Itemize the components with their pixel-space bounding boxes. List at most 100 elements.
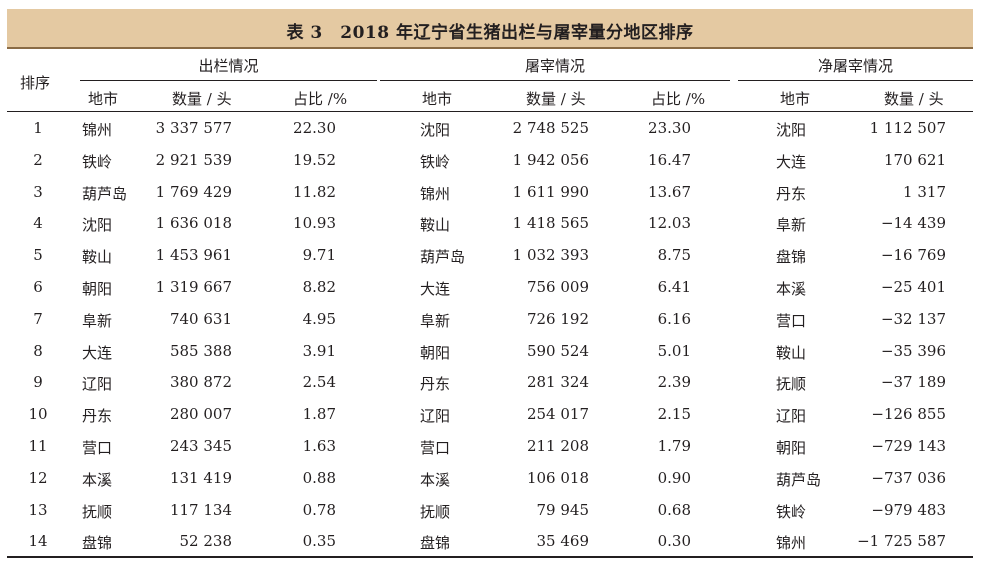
header-net-city: 地市 <box>780 90 811 108</box>
cell-sl-qty: 254 017 <box>526 405 589 423</box>
cell-sl-qty: 1 942 056 <box>512 151 589 169</box>
cell-out-share: 0.88 <box>302 469 336 487</box>
cell-sl-city: 铁岭 <box>420 153 451 171</box>
cell-rank: 8 <box>33 342 43 360</box>
cell-net-qty: −126 855 <box>871 405 946 423</box>
cell-net-city: 本溪 <box>776 280 807 298</box>
cell-rank: 5 <box>33 246 43 264</box>
cell-out-city: 大连 <box>82 344 113 362</box>
cell-sl-share: 16.47 <box>648 151 691 169</box>
cell-rank: 12 <box>28 469 48 487</box>
cell-sl-city: 锦州 <box>420 185 451 203</box>
cell-sl-city: 葫芦岛 <box>420 248 466 266</box>
cell-out-qty: 243 345 <box>169 437 232 455</box>
cell-sl-qty: 726 192 <box>526 310 589 328</box>
header-net-qty: 数量 / 头 <box>884 90 944 108</box>
cell-out-city: 阜新 <box>82 312 113 330</box>
cell-sl-city: 朝阳 <box>420 344 451 362</box>
cell-out-city: 本溪 <box>82 471 113 489</box>
cell-net-city: 朝阳 <box>776 439 807 457</box>
cell-sl-qty: 106 018 <box>526 469 589 487</box>
cell-out-city: 朝阳 <box>82 280 113 298</box>
cell-net-city: 丹东 <box>776 185 807 203</box>
cell-net-qty: −16 769 <box>880 246 946 264</box>
cell-sl-city: 阜新 <box>420 312 451 330</box>
header-group-slaughter: 屠宰情况 <box>524 57 585 75</box>
cell-out-share: 0.78 <box>302 501 336 519</box>
cell-sl-city: 大连 <box>420 280 451 298</box>
header-group-net: 净屠宰情况 <box>817 57 893 75</box>
cell-net-qty: 1 112 507 <box>869 119 946 137</box>
cell-sl-share: 6.16 <box>657 310 691 328</box>
cell-out-share: 1.63 <box>302 437 336 455</box>
cell-sl-share: 6.41 <box>657 278 691 296</box>
cell-out-qty: 2 921 539 <box>155 151 232 169</box>
cell-out-share: 8.82 <box>302 278 336 296</box>
cell-rank: 3 <box>33 183 43 201</box>
cell-net-qty: −25 401 <box>880 278 946 296</box>
header-sl-city: 地市 <box>422 90 453 108</box>
cell-net-qty: 170 621 <box>883 151 946 169</box>
cell-sl-share: 12.03 <box>648 214 691 232</box>
cell-rank: 4 <box>33 214 43 232</box>
cell-net-qty: −14 439 <box>880 214 946 232</box>
cell-sl-qty: 211 208 <box>526 437 589 455</box>
cell-rank: 10 <box>28 405 48 423</box>
group-rule-slaughter <box>380 80 730 81</box>
cell-out-qty: 131 419 <box>169 469 232 487</box>
cell-out-share: 19.52 <box>293 151 336 169</box>
cell-net-qty: −737 036 <box>871 469 946 487</box>
cell-out-city: 丹东 <box>82 407 113 425</box>
cell-net-city: 抚顺 <box>776 375 807 393</box>
cell-out-qty: 117 134 <box>169 501 232 519</box>
cell-rank: 11 <box>28 437 48 455</box>
cell-net-city: 铁岭 <box>776 503 807 521</box>
cell-net-city: 大连 <box>776 153 807 171</box>
cell-out-share: 0.35 <box>302 532 336 550</box>
cell-rank: 14 <box>28 532 48 550</box>
cell-out-share: 3.91 <box>302 342 336 360</box>
cell-out-city: 沈阳 <box>82 216 113 234</box>
table-bottom-rule <box>7 556 973 558</box>
cell-net-city: 锦州 <box>776 534 807 552</box>
cell-sl-city: 本溪 <box>420 471 451 489</box>
cell-out-city: 盘锦 <box>82 534 113 552</box>
cell-sl-city: 营口 <box>420 439 451 457</box>
cell-sl-city: 辽阳 <box>420 407 451 425</box>
cell-out-city: 锦州 <box>82 121 113 139</box>
cell-sl-qty: 79 945 <box>536 501 590 519</box>
cell-net-qty: −32 137 <box>880 310 946 328</box>
cell-sl-qty: 590 524 <box>526 342 589 360</box>
cell-net-qty: −979 483 <box>871 501 946 519</box>
cell-net-qty: −37 189 <box>880 373 946 391</box>
header-out-qty: 数量 / 头 <box>172 90 232 108</box>
cell-sl-share: 8.75 <box>657 246 691 264</box>
cell-out-share: 22.30 <box>293 119 336 137</box>
cell-net-city: 盘锦 <box>776 248 807 266</box>
cell-sl-qty: 281 324 <box>526 373 589 391</box>
group-rule-net <box>738 80 973 81</box>
cell-rank: 7 <box>33 310 43 328</box>
cell-sl-share: 0.30 <box>657 532 691 550</box>
cell-out-qty: 380 872 <box>169 373 232 391</box>
cell-sl-qty: 1 418 565 <box>512 214 589 232</box>
cell-out-share: 2.54 <box>302 373 336 391</box>
cell-rank: 2 <box>33 151 43 169</box>
cell-out-city: 辽阳 <box>82 375 113 393</box>
cell-net-qty: −35 396 <box>880 342 946 360</box>
cell-out-share: 1.87 <box>302 405 336 423</box>
cell-sl-share: 5.01 <box>657 342 691 360</box>
cell-out-share: 4.95 <box>302 310 336 328</box>
cell-sl-share: 0.90 <box>657 469 691 487</box>
cell-sl-qty: 1 611 990 <box>512 183 589 201</box>
cell-out-city: 营口 <box>82 439 113 457</box>
group-rule-outbound <box>80 80 377 81</box>
cell-out-qty: 280 007 <box>169 405 232 423</box>
cell-out-qty: 1 319 667 <box>155 278 232 296</box>
cell-net-city: 鞍山 <box>776 344 807 362</box>
cell-sl-share: 2.15 <box>657 405 691 423</box>
cell-sl-share: 0.68 <box>657 501 691 519</box>
cell-sl-city: 沈阳 <box>420 121 451 139</box>
cell-out-qty: 1 453 961 <box>155 246 232 264</box>
cell-rank: 1 <box>33 119 43 137</box>
